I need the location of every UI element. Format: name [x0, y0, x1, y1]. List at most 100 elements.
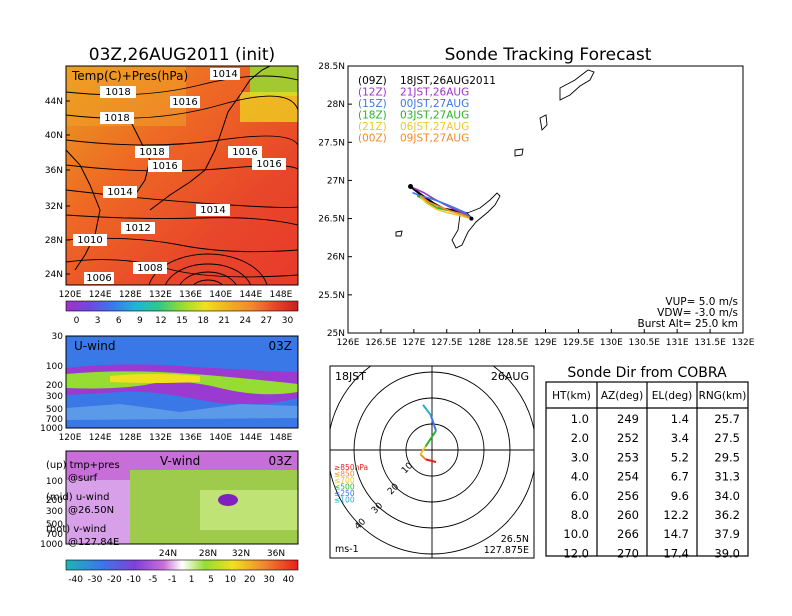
legend-text: 09JST,27AUG [400, 133, 469, 145]
table-cell: 34.0 [714, 489, 740, 503]
u-wind-label: U-wind [74, 339, 115, 353]
lon-tick-label: 140E [209, 290, 232, 300]
lat-tick-label: 36N [267, 549, 285, 559]
pressure-level-label: ≤250 [334, 489, 355, 498]
u-wind-lon-ticks: 120E 124E 128E 132E 136E 140E 144E 148E [59, 433, 293, 443]
lon-tick-label: 129.5E [563, 338, 595, 348]
u-wind-time: 03Z [269, 339, 293, 353]
colorbar-tick-label: 5 [208, 575, 214, 585]
tracking-lat-ticks: 28.5N 28N 27.5N 27N 26.5N 26N 25.5N 25N [318, 62, 352, 339]
colorbar-tick-label: -5 [149, 575, 158, 585]
v-wind-lat-ticks: 24N 28N 32N 36N [159, 549, 285, 559]
hodograph-segment [422, 404, 432, 416]
isobar-label: 1016 [172, 97, 197, 108]
lon-tick-label: 124E [89, 290, 112, 300]
table-cell: 25.7 [714, 412, 740, 426]
island-small-west [395, 230, 403, 237]
lon-tick-label: 140E [209, 433, 232, 443]
lat-tick-label: 44N [45, 97, 63, 107]
table-cell: 31.3 [714, 470, 740, 484]
pressure-level-label: ≤850 [334, 470, 355, 479]
legend-code: (21Z) [358, 121, 387, 133]
colorbar-tick-label: 12 [155, 316, 166, 326]
pressure-tick-label: 300 [46, 507, 63, 517]
table-cell: 36.2 [714, 508, 740, 522]
v-wind-label: V-wind [160, 454, 200, 468]
island-north-1 [559, 69, 595, 101]
lon-tick-label: 130.5E [629, 338, 661, 348]
lon-tick-label: 144E [239, 290, 262, 300]
table-header: AZ(deg) [601, 390, 643, 402]
pressure-level-label: ≤500 [334, 483, 355, 492]
lon-tick-label: 128.5E [497, 338, 529, 348]
isobar-label: 1014 [107, 187, 132, 198]
launch-point [469, 216, 474, 221]
colorbar-tick-label: 24 [240, 316, 252, 326]
pressure-tick-label: 200 [46, 381, 63, 391]
lon-tick-label: 148E [269, 290, 292, 300]
lat-tick-label: 28N [199, 549, 217, 559]
u-wind-surface-green [66, 404, 298, 420]
pressure-level-label: ≤700 [334, 476, 355, 485]
pressure-tick-label: 30 [52, 332, 64, 342]
table-cell: 252 [617, 431, 639, 445]
lat-tick-label: 32N [45, 202, 63, 212]
lon-tick-label: 120E [59, 433, 82, 443]
table-cell: 270 [617, 546, 639, 560]
lon-tick-label: 127.5E [431, 338, 463, 348]
v-wind-time: 03Z [269, 454, 293, 468]
colorbar-tick-label: 6 [116, 316, 122, 326]
colorbar-tick-label: 18 [197, 316, 209, 326]
cool-patch-northeast [250, 66, 298, 96]
legend-code: (15Z) [358, 98, 387, 110]
lat-tick-label: 40N [45, 131, 63, 141]
surface-map-lon-ticks: 120E 124E 128E 132E 136E 140E 144E 148E [59, 290, 293, 300]
lon-tick-label: 132E [149, 433, 172, 443]
table-cell: 260 [617, 508, 639, 522]
colorbar-tick-label: 9 [137, 316, 143, 326]
island-north-2 [539, 114, 548, 131]
isobar-label: 1018 [105, 87, 130, 98]
lon-tick-label: 128E [468, 338, 491, 348]
hodograph-segment [419, 453, 427, 461]
legend-code: (12Z) [358, 87, 387, 99]
table-cell: 254 [617, 470, 639, 484]
sonde-dir-table: HT(km) AZ(deg) EL(deg) RNG(km) 1.0 249 1.4 25.7… [545, 381, 749, 560]
lat-tick-label: 28N [327, 100, 345, 110]
legend-text: 03JST,27AUG [400, 110, 469, 122]
polar-time: 18JST [335, 370, 366, 383]
tracking-parameter: VUP= 5.0 m/s [665, 296, 738, 308]
note-up-line1: (up) tmp+pres [46, 460, 120, 471]
colorbar-tick-label: 10 [225, 575, 237, 585]
colorbar-tick-label: 30 [263, 575, 275, 585]
lat-tick-label: 26N [327, 253, 345, 263]
hodograph-segment [424, 430, 437, 447]
lon-tick-label: 126.5E [365, 338, 397, 348]
panel-notes: (up) tmp+pres @surf (mid) u-wind @26.50N… [46, 460, 120, 548]
lon-tick-label: 148E [269, 433, 292, 443]
table-cell: 249 [617, 412, 639, 426]
table-cell: 4.0 [571, 470, 589, 484]
table-cell: 6.0 [571, 489, 589, 503]
isobar-label: 1014 [212, 69, 237, 80]
note-mid-line1: (mid) u-wind [46, 492, 109, 503]
v-wind-panel: V-wind 03Z [66, 451, 298, 544]
lat-tick-label: 26.5N [318, 215, 345, 225]
lat-tick-label: 36N [45, 166, 63, 176]
lon-tick-label: 130E [600, 338, 623, 348]
sonde-track-line [419, 196, 472, 220]
table-cell: 3.0 [571, 450, 589, 464]
pressure-level-legend: ≥850hPa≤850≤700≤500≤250≤100 [334, 463, 368, 505]
table-header: EL(deg) [652, 390, 692, 402]
v-wind-frame [65, 450, 299, 545]
lon-tick-label: 128E [119, 290, 142, 300]
table-cell: 29.5 [714, 450, 740, 464]
temperature-colorbar-ticks: 0 3 6 9 12 15 18 21 24 27 30 [74, 316, 294, 326]
colorbar-tick-label: -20 [107, 575, 122, 585]
isobar-label: 1010 [77, 235, 102, 246]
pressure-tick-label: 100 [46, 477, 63, 487]
lat-tick-label: 27N [327, 176, 345, 186]
